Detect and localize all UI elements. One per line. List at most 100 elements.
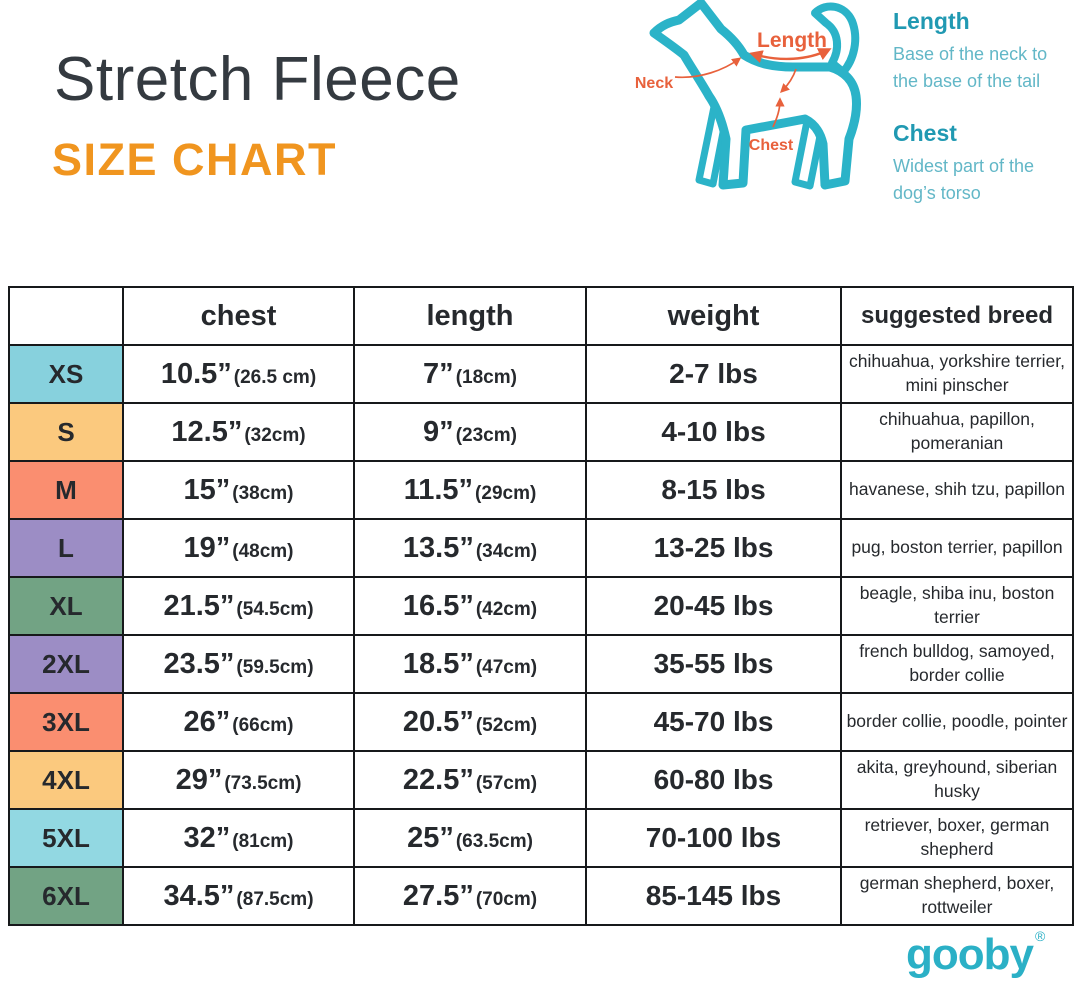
table-header-row: chest length weight suggested breed — [8, 286, 1074, 346]
table-row: 6XL 34.5” (87.5cm) 27.5” (70cm) 85-145 lbs ger… — [8, 866, 1074, 926]
length-cell: 16.5” (42cm) — [353, 576, 587, 636]
weight-value: 85-145 lbs — [645, 880, 782, 911]
weight-value: 60-80 lbs — [653, 764, 774, 795]
length-cm: (47cm) — [475, 656, 538, 678]
chest-inches: 23.5” — [163, 647, 235, 680]
gooby-logo-text: gooby — [906, 930, 1034, 979]
length-inches: 25” — [407, 821, 454, 854]
table-row: XL 21.5” (54.5cm) 16.5” (42cm) 20-45 lbs beagl… — [8, 576, 1074, 636]
table-row: XS 10.5” (26.5 cm) 7” (18cm) 2-7 lbs chihuahua… — [8, 344, 1074, 404]
breed-cell: akita, greyhound, siberian husky — [840, 750, 1074, 810]
legend-chest-definition: Widest part of the dog’s torso — [893, 156, 1035, 203]
chest-inches: 19” — [183, 531, 231, 564]
legend-length-term: Length — [893, 8, 970, 34]
chest-cm: (26.5 cm) — [233, 366, 317, 388]
breed-list: chihuahua, yorkshire terrier, mini pinsc… — [849, 351, 1065, 395]
table-row: 5XL 32” (81cm) 25” (63.5cm) 70-100 lbs retriev… — [8, 808, 1074, 868]
weight-cell: 2-7 lbs — [585, 344, 842, 404]
size-label: S — [57, 416, 75, 447]
weight-value: 70-100 lbs — [645, 822, 782, 853]
length-cell: 25” (63.5cm) — [353, 808, 587, 868]
length-inches: 18.5” — [402, 647, 474, 680]
length-cell: 13.5” (34cm) — [353, 518, 587, 578]
size-cell: M — [8, 460, 124, 520]
length-arrow — [749, 48, 832, 63]
chest-inches: 29” — [175, 763, 223, 796]
size-cell: S — [8, 402, 124, 462]
chest-cm: (66cm) — [232, 714, 294, 736]
size-label: XS — [48, 358, 84, 389]
size-cell: 5XL — [8, 808, 124, 868]
size-cell: 3XL — [8, 692, 124, 752]
length-cell: 7” (18cm) — [353, 344, 587, 404]
header-size — [8, 286, 124, 346]
legend-length-definition: Base of the neck to the base of the tail — [893, 44, 1048, 91]
weight-cell: 60-80 lbs — [585, 750, 842, 810]
weight-cell: 8-15 lbs — [585, 460, 842, 520]
length-cm: (29cm) — [475, 482, 537, 504]
length-cm: (63.5cm) — [455, 830, 533, 852]
header-breed: suggested breed — [840, 286, 1074, 346]
length-cell: 18.5” (47cm) — [353, 634, 587, 694]
diagram-length-label: Length — [757, 29, 827, 52]
weight-cell: 13-25 lbs — [585, 518, 842, 578]
size-cell: XS — [8, 344, 124, 404]
dog-measurement-diagram: Length Neck Chest — [612, 0, 884, 215]
length-cm: (57cm) — [475, 772, 538, 794]
breed-list: chihuahua, papillon, pomeranian — [879, 409, 1035, 453]
weight-value: 35-55 lbs — [653, 648, 774, 679]
size-table: chest length weight suggested breed XS 10… — [8, 286, 1074, 926]
length-cell: 9” (23cm) — [353, 402, 587, 462]
breed-list: beagle, shiba inu, boston terrier — [859, 583, 1055, 627]
measurement-legend: Length Base of the neck to the base of t… — [893, 8, 1075, 232]
size-cell: XL — [8, 576, 124, 636]
weight-value: 8-15 lbs — [661, 474, 766, 505]
chest-cm: (87.5cm) — [236, 888, 314, 910]
length-inches: 9” — [423, 415, 454, 448]
length-cell: 11.5” (29cm) — [353, 460, 587, 520]
dog-diagram-svg: Length Neck Chest — [635, 0, 861, 190]
chest-cm: (81cm) — [232, 830, 294, 852]
size-label: 4XL — [42, 764, 90, 795]
size-label: XL — [49, 590, 83, 621]
chest-cell: 26” (66cm) — [122, 692, 355, 752]
header-weight: weight — [585, 286, 842, 346]
header-chest: chest — [122, 286, 355, 346]
length-inches: 22.5” — [402, 763, 474, 796]
breed-list: pug, boston terrier, papillon — [851, 537, 1063, 558]
chest-inches: 10.5” — [160, 357, 232, 390]
length-inches: 11.5” — [403, 473, 474, 506]
page-title: Stretch Fleece — [54, 45, 461, 114]
table-row: L 19” (48cm) 13.5” (34cm) 13-25 lbs pug, bosto… — [8, 518, 1074, 578]
weight-cell: 20-45 lbs — [585, 576, 842, 636]
dog-tail — [811, 2, 860, 76]
legend-length: Length Base of the neck to the base of t… — [893, 8, 1075, 95]
chest-cell: 10.5” (26.5 cm) — [122, 344, 355, 404]
header-length: length — [353, 286, 587, 346]
legend-chest-term: Chest — [893, 120, 957, 146]
breed-list: french bulldog, samoyed, border collie — [859, 641, 1055, 685]
chest-cm: (38cm) — [232, 482, 294, 504]
weight-value: 20-45 lbs — [653, 590, 774, 621]
length-inches: 16.5” — [402, 589, 474, 622]
size-label: L — [58, 532, 74, 563]
chest-down-arrow — [780, 68, 797, 93]
neck-arrow — [674, 57, 742, 79]
chest-inches: 15” — [183, 473, 231, 506]
chest-cm: (48cm) — [232, 540, 294, 562]
chest-cell: 21.5” (54.5cm) — [122, 576, 355, 636]
length-inches: 13.5” — [402, 531, 474, 564]
length-cm: (52cm) — [475, 714, 538, 736]
breed-cell: chihuahua, papillon, pomeranian — [840, 402, 1074, 462]
chest-cell: 12.5” (32cm) — [122, 402, 355, 462]
breed-cell: chihuahua, yorkshire terrier, mini pinsc… — [840, 344, 1074, 404]
chest-cell: 29” (73.5cm) — [122, 750, 355, 810]
chest-cm: (54.5cm) — [236, 598, 314, 620]
chest-up-arrow — [772, 97, 785, 128]
breed-cell: beagle, shiba inu, boston terrier — [840, 576, 1074, 636]
length-cell: 27.5” (70cm) — [353, 866, 587, 926]
breed-cell: french bulldog, samoyed, border collie — [840, 634, 1074, 694]
chest-cm: (73.5cm) — [224, 772, 302, 794]
size-label: M — [55, 474, 77, 505]
